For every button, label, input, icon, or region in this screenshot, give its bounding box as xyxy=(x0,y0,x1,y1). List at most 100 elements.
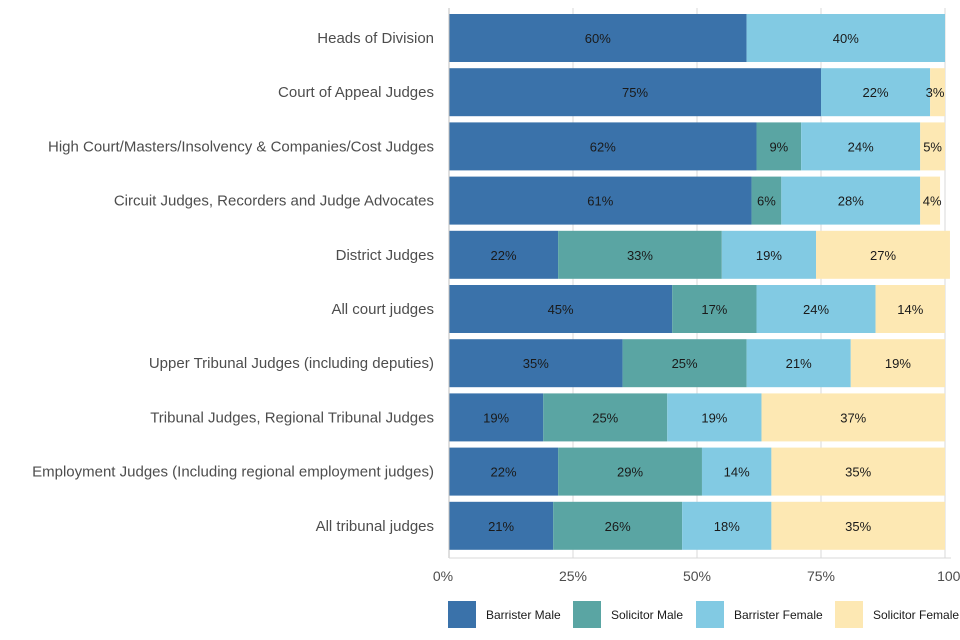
data-label: 17% xyxy=(701,302,727,317)
legend-label: Barrister Male xyxy=(486,608,561,622)
x-tick-label: 25% xyxy=(559,568,587,584)
bar-segment xyxy=(850,339,945,388)
bar-segment xyxy=(558,230,722,279)
bar-segment xyxy=(543,393,668,442)
bar-segment xyxy=(667,393,762,442)
legend-label: Solicitor Female xyxy=(873,608,959,622)
data-label: 22% xyxy=(863,85,889,100)
bar-segment xyxy=(682,501,772,550)
bar-segment xyxy=(449,501,554,550)
data-label: 28% xyxy=(838,194,864,209)
data-label: 19% xyxy=(756,248,782,263)
data-label: 4% xyxy=(923,194,942,209)
category-label: Employment Judges (Including regional em… xyxy=(32,464,434,481)
data-label: 21% xyxy=(786,356,812,371)
x-tick-label: 75% xyxy=(807,568,835,584)
bar-segment xyxy=(449,14,747,62)
bar-segment xyxy=(920,122,945,171)
bar-segment xyxy=(746,14,945,62)
bar-segment xyxy=(558,447,702,496)
bar-segment xyxy=(746,339,851,388)
category-label: Upper Tribunal Judges (including deputie… xyxy=(149,355,434,372)
bar-segment xyxy=(781,176,921,225)
x-tick-label: 50% xyxy=(683,568,711,584)
data-label: 9% xyxy=(769,139,788,154)
data-label: 62% xyxy=(590,139,616,154)
legend-label: Solicitor Male xyxy=(611,608,683,622)
data-label: 35% xyxy=(523,356,549,371)
bars: 60% 40% 75% 22% 3% 62% 9% 24% 5% 61% 6% 28% 4% 22% 33%… xyxy=(449,14,950,550)
data-label: 14% xyxy=(897,302,923,317)
legend: Barrister Male Solicitor Male Barrister Fe… xyxy=(448,601,959,628)
bar-segment xyxy=(771,501,945,550)
x-tick-label: 100% xyxy=(937,568,960,584)
data-label: 22% xyxy=(491,465,517,480)
data-label: 75% xyxy=(622,85,648,100)
category-label: All tribunal judges xyxy=(316,518,434,535)
data-label: 3% xyxy=(926,85,945,100)
legend-swatch xyxy=(448,601,476,628)
bar-segment xyxy=(449,339,623,388)
data-label: 19% xyxy=(885,356,911,371)
bar-segment xyxy=(816,230,950,279)
bar-segment xyxy=(672,285,757,333)
data-label: 35% xyxy=(845,519,871,534)
bar-segment xyxy=(553,501,683,550)
data-label: 35% xyxy=(845,465,871,480)
data-label: 29% xyxy=(617,465,643,480)
data-label: 6% xyxy=(757,194,776,209)
data-label: 25% xyxy=(592,410,618,425)
category-label: High Court/Masters/Insolvency & Companie… xyxy=(48,138,434,155)
bar-segment xyxy=(449,176,752,225)
bar-segment xyxy=(449,68,821,117)
bar-segment xyxy=(801,122,921,171)
category-label: Heads of Division xyxy=(317,30,434,47)
bar-segment xyxy=(449,447,559,496)
data-label: 22% xyxy=(491,248,517,263)
data-label: 45% xyxy=(548,302,574,317)
category-labels: Heads of Division Court of Appeal Judges H… xyxy=(32,30,434,535)
data-label: 5% xyxy=(923,139,942,154)
category-label: Circuit Judges, Recorders and Judge Advo… xyxy=(114,193,434,210)
data-label: 24% xyxy=(848,139,874,154)
data-label: 37% xyxy=(840,410,866,425)
x-axis: 0% 25% 50% 75% 100% xyxy=(433,8,960,584)
data-label: 19% xyxy=(483,410,509,425)
x-tick-label: 0% xyxy=(433,568,453,584)
category-label: Tribunal Judges, Regional Tribunal Judge… xyxy=(150,409,434,426)
data-label: 19% xyxy=(701,410,727,425)
bar-segment xyxy=(622,339,747,388)
data-label: 40% xyxy=(833,31,859,46)
bar-segment xyxy=(449,285,673,333)
data-label: 18% xyxy=(714,519,740,534)
bar-segment xyxy=(756,122,802,171)
data-label: 21% xyxy=(488,519,514,534)
bar-segment xyxy=(449,122,757,171)
legend-swatch xyxy=(696,601,724,628)
bar-segment xyxy=(761,393,945,442)
data-label: 24% xyxy=(803,302,829,317)
bar-segment xyxy=(875,285,945,333)
bar-segment xyxy=(756,285,876,333)
data-label: 33% xyxy=(627,248,653,263)
data-label: 60% xyxy=(585,31,611,46)
bar-segment xyxy=(821,68,931,117)
data-label: 61% xyxy=(587,194,613,209)
bar-segment xyxy=(701,447,772,496)
bar-segment xyxy=(920,176,941,225)
data-label: 25% xyxy=(672,356,698,371)
bar-segment xyxy=(771,447,945,496)
category-label: Court of Appeal Judges xyxy=(278,84,434,101)
data-label: 14% xyxy=(724,465,750,480)
bar-segment xyxy=(721,230,817,279)
bar-segment xyxy=(751,176,782,225)
category-label: All court judges xyxy=(331,301,434,318)
bar-segment xyxy=(449,230,559,279)
legend-label: Barrister Female xyxy=(734,608,823,622)
data-label: 26% xyxy=(605,519,631,534)
data-label: 27% xyxy=(870,248,896,263)
legend-swatch xyxy=(573,601,601,628)
bar-segment xyxy=(930,68,945,117)
bar-segment xyxy=(449,393,544,442)
